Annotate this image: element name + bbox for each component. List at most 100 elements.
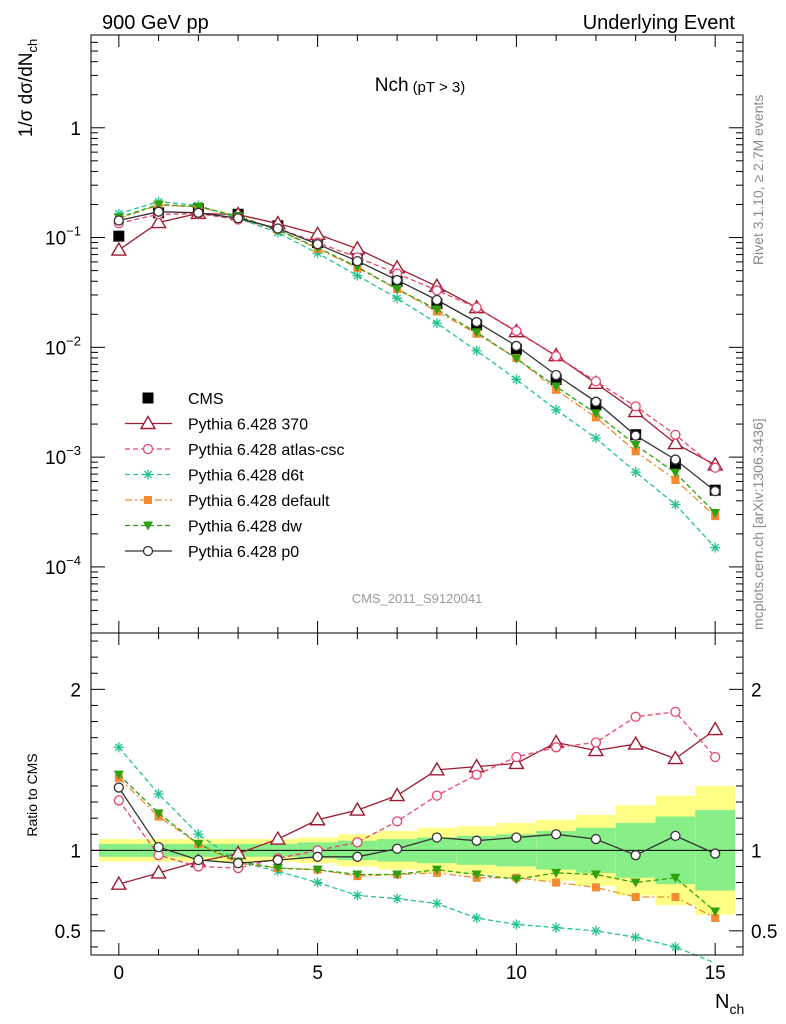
main-point-atlas-csc <box>670 429 681 440</box>
main-point-p0 <box>710 485 721 497</box>
ratio-point-370 <box>706 721 724 736</box>
analysis-watermark: CMS_2011_S9120041 <box>352 591 483 606</box>
legend-item-atlas-csc: Pythia 6.428 atlas-csc <box>125 442 345 459</box>
main-point-atlas-csc <box>710 462 721 473</box>
legend-marker-atlas-csc <box>142 443 154 455</box>
ratio-point-atlas-csc <box>352 837 363 848</box>
main-point-p0 <box>511 340 522 352</box>
main-point-atlas-csc <box>590 376 602 387</box>
ratio-y-tick-label: 2 <box>70 680 81 701</box>
ratio-point-dw <box>630 878 641 888</box>
main-point-dw <box>193 202 204 212</box>
ratio-point-dw <box>511 875 522 885</box>
ratio-line-370 <box>118 729 716 885</box>
rivet-label: Rivet 3.1.10, ≥ 2.7M events <box>750 95 766 265</box>
main-point-dw <box>670 468 681 478</box>
main-point-d6t <box>630 467 641 478</box>
main-point-atlas-csc <box>431 285 443 296</box>
legend-item-CMS: CMS <box>142 391 224 408</box>
ratio-point-atlas-csc <box>471 769 482 780</box>
ratio-point-dw <box>352 870 363 880</box>
ratio-y-tick-label-right: 1 <box>751 841 762 862</box>
ratio-y-tick-label: 0.5 <box>55 922 81 943</box>
mcplots-label: mcplots.cern.ch [arXiv:1306.3436] <box>750 418 766 630</box>
ratio-point-p0 <box>511 832 522 843</box>
ratio-line-dw <box>118 774 716 912</box>
ratio-point-p0 <box>471 835 482 846</box>
main-point-p0 <box>193 207 204 218</box>
main-y-tick-label: 10−2 <box>45 333 81 359</box>
main-point-p0 <box>630 430 641 441</box>
main-y-tick-label: 10−1 <box>45 224 81 250</box>
ratio-point-d6t <box>630 932 641 943</box>
x-tick-label: 15 <box>705 963 726 984</box>
ratio-point-p0 <box>670 830 681 842</box>
ratio-point-370 <box>269 830 287 845</box>
ratio-point-dw <box>590 870 601 880</box>
main-point-p0 <box>153 206 164 217</box>
main-y-tick-label: 10−3 <box>45 443 81 469</box>
ratio-point-dw <box>193 839 204 849</box>
ratio-y-tick-label-right: 0.5 <box>751 922 777 943</box>
ratio-point-d6t <box>153 789 164 799</box>
main-point-p0 <box>113 215 124 226</box>
main-point-d6t <box>710 542 721 553</box>
legend-marker-default <box>144 496 152 504</box>
header-left: 900 GeV pp <box>102 12 209 34</box>
legend-item-dw: Pythia 6.428 dw <box>125 519 302 536</box>
main-y-tick-label: 10−4 <box>45 553 81 579</box>
main-point-370 <box>349 240 366 255</box>
main-point-p0 <box>232 213 244 224</box>
ratio-series-370 <box>110 721 724 890</box>
ratio-point-d6t <box>431 898 442 909</box>
ratio-line-p0 <box>118 787 716 864</box>
main-point-370 <box>150 214 167 229</box>
main-series-p0 <box>113 206 721 497</box>
main-point-d6t <box>590 433 601 444</box>
main-point-370 <box>110 241 128 256</box>
legend-item-default: Pythia 6.428 default <box>125 493 330 510</box>
legend-label-370: Pythia 6.428 370 <box>188 417 308 434</box>
ratio-point-p0 <box>312 851 323 862</box>
ratio-point-dw <box>312 865 323 875</box>
ratio-y-tick-label: 1 <box>70 841 81 862</box>
ratio-y-label: Ratio to CMS <box>24 753 40 836</box>
ratio-point-p0 <box>590 833 602 845</box>
main-point-p0 <box>590 396 602 407</box>
ratio-point-default <box>671 893 680 902</box>
main-point-370 <box>667 435 684 450</box>
main-point-d6t <box>511 374 522 385</box>
legend-item-d6t: Pythia 6.428 d6t <box>125 468 304 485</box>
ratio-point-370 <box>667 750 684 765</box>
main-point-d6t <box>551 404 562 415</box>
main-point-d6t <box>670 499 681 510</box>
ratio-point-atlas-csc <box>113 795 124 806</box>
main-line-dw <box>118 203 716 514</box>
ratio-point-p0 <box>352 851 363 862</box>
axis-layer: 10−410−310−210−110 5 10 150.5 0.51 12 2 <box>45 34 777 984</box>
ratio-point-atlas-csc <box>391 816 403 827</box>
legend-item-p0: Pythia 6.428 p0 <box>125 544 299 561</box>
ratio-point-atlas-csc <box>590 737 602 748</box>
ratio-point-d6t <box>113 742 124 753</box>
ratio-point-default <box>552 878 561 887</box>
ratio-point-p0 <box>431 832 443 843</box>
main-point-p0 <box>550 369 562 381</box>
ratio-series-d6t <box>113 742 716 964</box>
ratio-point-370 <box>309 811 326 826</box>
plot-title: Nch (pT > 3) <box>375 75 465 96</box>
ratio-y-tick-label-right: 2 <box>751 680 762 701</box>
main-point-p0 <box>471 316 482 328</box>
ratio-line-d6t <box>118 746 716 964</box>
ratio-point-d6t <box>551 922 562 933</box>
ratio-point-dw <box>551 868 562 878</box>
main-point-dw <box>471 328 482 338</box>
main-y-tick-label: 1 <box>70 119 81 140</box>
ratio-point-atlas-csc <box>710 751 721 763</box>
main-point-default <box>631 447 640 456</box>
ratio-point-p0 <box>113 782 124 793</box>
legend-label-d6t: Pythia 6.428 d6t <box>188 468 304 485</box>
main-point-dw <box>551 382 562 392</box>
main-point-dw <box>431 305 442 315</box>
main-point-atlas-csc <box>550 351 562 362</box>
